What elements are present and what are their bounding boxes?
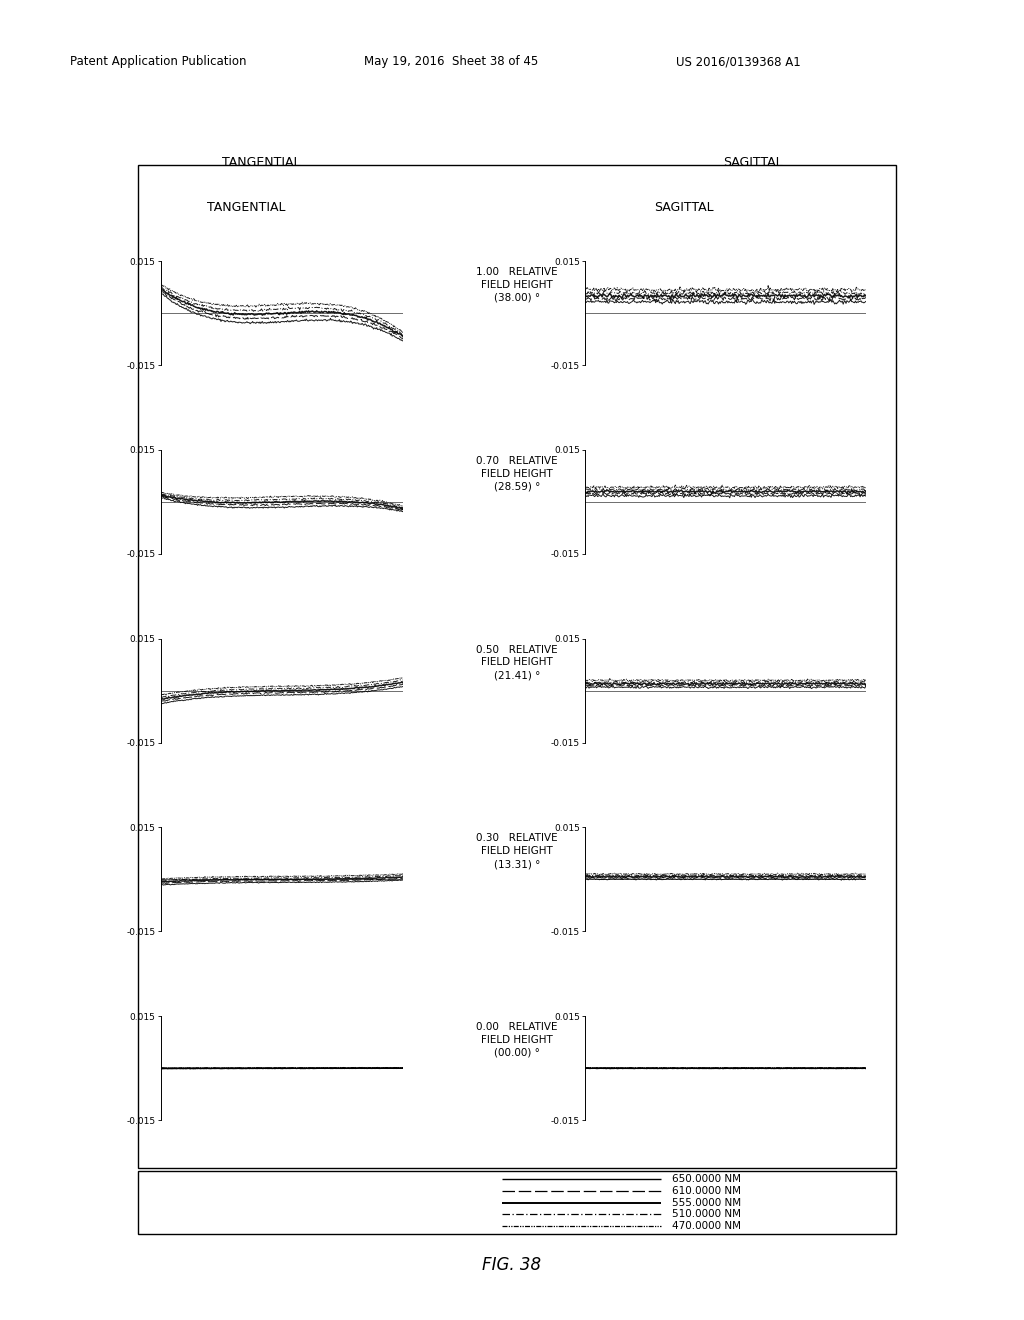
Text: 510.0000 NM: 510.0000 NM	[673, 1209, 741, 1220]
Text: 0.70   RELATIVE
FIELD HEIGHT
(28.59) °: 0.70 RELATIVE FIELD HEIGHT (28.59) °	[476, 455, 558, 491]
Text: FIG. 38: FIG. 38	[482, 1255, 542, 1274]
Text: 610.0000 NM: 610.0000 NM	[673, 1185, 741, 1196]
Text: TANGENTIAL: TANGENTIAL	[222, 156, 300, 169]
Text: TANGENTIAL: TANGENTIAL	[207, 201, 285, 214]
Text: 0.30   RELATIVE
FIELD HEIGHT
(13.31) °: 0.30 RELATIVE FIELD HEIGHT (13.31) °	[476, 833, 558, 869]
Text: 1.00   RELATIVE
FIELD HEIGHT
(38.00) °: 1.00 RELATIVE FIELD HEIGHT (38.00) °	[476, 267, 558, 302]
Text: 470.0000 NM: 470.0000 NM	[673, 1221, 741, 1230]
Text: 0.50   RELATIVE
FIELD HEIGHT
(21.41) °: 0.50 RELATIVE FIELD HEIGHT (21.41) °	[476, 644, 558, 680]
Text: 650.0000 NM: 650.0000 NM	[673, 1175, 741, 1184]
Text: 555.0000 NM: 555.0000 NM	[673, 1197, 741, 1208]
Text: SAGITTAL: SAGITTAL	[653, 201, 714, 214]
Text: Patent Application Publication: Patent Application Publication	[70, 55, 246, 69]
Text: May 19, 2016  Sheet 38 of 45: May 19, 2016 Sheet 38 of 45	[364, 55, 538, 69]
Text: 0.00   RELATIVE
FIELD HEIGHT
(00.00) °: 0.00 RELATIVE FIELD HEIGHT (00.00) °	[476, 1022, 558, 1057]
Text: SAGITTAL: SAGITTAL	[723, 156, 782, 169]
Text: US 2016/0139368 A1: US 2016/0139368 A1	[676, 55, 801, 69]
